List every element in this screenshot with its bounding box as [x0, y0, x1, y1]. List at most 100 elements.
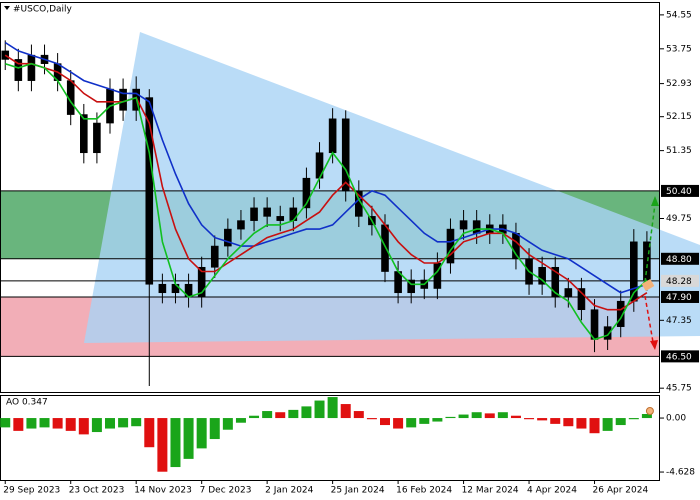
ao-bar	[131, 418, 142, 427]
level-label-bg	[661, 184, 699, 197]
ao-bar	[275, 412, 286, 419]
candle-body	[119, 88, 127, 111]
candle-body	[210, 245, 219, 268]
x-tick-label: 12 Mar 2024	[462, 486, 519, 496]
ao-bar	[249, 415, 260, 419]
ao-bar	[524, 418, 535, 420]
ao-bar	[327, 397, 338, 419]
x-tick-label: 7 Dec 2023	[200, 486, 252, 496]
ao-bar	[471, 412, 482, 419]
ao-bar	[366, 418, 377, 420]
ao-bar	[105, 418, 115, 429]
ao-bar	[52, 418, 63, 429]
ao-bar	[419, 418, 430, 424]
ao-bar	[26, 418, 37, 429]
ao-bar	[13, 418, 24, 431]
plot	[0, 40, 660, 387]
candle-body	[381, 224, 389, 272]
indicator-line	[4, 54, 648, 311]
candle-body	[289, 207, 298, 221]
main-pane-border	[0, 2, 660, 393]
ao-bar	[628, 418, 639, 420]
level-label-bg	[661, 252, 699, 265]
x-tick-label: 16 Feb 2024	[396, 486, 452, 496]
candle-body	[603, 326, 612, 340]
ao-bar	[380, 418, 390, 426]
ao-bar	[262, 411, 273, 419]
y-tick-label: 52.15	[666, 112, 692, 122]
level-label-bg	[661, 350, 699, 363]
candle-body	[27, 54, 36, 81]
ao-bar	[288, 409, 299, 419]
y-tick-label: 52.93	[666, 79, 692, 89]
y-tick-label: 49.75	[666, 214, 692, 224]
level-label: 48.28	[666, 277, 692, 287]
x-tick-label: 23 Oct 2023	[69, 486, 125, 496]
candle-body	[224, 228, 232, 247]
ao-bar	[170, 418, 181, 468]
level-label: 50.40	[666, 187, 692, 197]
candle-body	[93, 122, 101, 154]
ao-bar	[314, 400, 325, 419]
current-marker	[641, 279, 655, 291]
ao-bar	[563, 418, 574, 427]
down-arrow-head	[650, 340, 658, 350]
ao-bar	[576, 418, 587, 429]
ao-bar	[91, 418, 102, 433]
ao-pane-border	[0, 395, 660, 481]
candle-body	[197, 266, 206, 298]
candle-body	[276, 216, 285, 221]
indicator-line	[4, 62, 648, 341]
ao-bar	[458, 414, 469, 419]
x-tick-label: 26 Apr 2024	[593, 486, 649, 496]
ao-bar	[235, 418, 246, 423]
down-arrow	[644, 295, 654, 343]
ao-title: AO 0.347	[6, 398, 48, 408]
ao-bar	[393, 418, 404, 429]
menu-icon	[4, 6, 10, 10]
ao-bar	[602, 418, 613, 431]
y-tick-label: -4.628	[666, 468, 695, 478]
y-tick-label: 0.00	[666, 414, 686, 424]
x-tick-label: 2 Jan 2024	[265, 486, 313, 496]
candle-body	[328, 118, 337, 154]
x-tick-label: 4 Apr 2024	[527, 486, 577, 496]
candle-body	[459, 220, 468, 230]
candle-body	[538, 266, 546, 285]
ao-bar	[497, 412, 508, 419]
x-tick-label: 29 Sep 2023	[3, 486, 60, 496]
ao-bar	[353, 411, 364, 419]
level-label: 46.50	[666, 352, 692, 362]
level-label-bg	[661, 290, 699, 303]
level-label: 48.80	[666, 255, 692, 265]
ao-bar	[406, 418, 417, 428]
level-label-bg	[661, 274, 699, 287]
candle-body	[263, 207, 271, 217]
ao-bar	[78, 418, 89, 435]
indicator-line	[4, 41, 648, 294]
forecast-arrows	[641, 196, 659, 350]
candle-body	[158, 283, 167, 294]
ao-bar	[183, 418, 194, 459]
y-tick-label: 47.35	[666, 316, 692, 326]
candle-body	[577, 288, 586, 311]
ao-bar	[589, 418, 600, 434]
ao-bar	[157, 418, 168, 472]
ao-bar	[209, 418, 220, 440]
candle-body	[551, 266, 560, 298]
ao-bar	[0, 418, 11, 428]
ao-bar	[301, 406, 312, 419]
candle-body	[237, 220, 245, 230]
ao-bar	[510, 415, 521, 419]
ao-bar	[484, 413, 495, 419]
candle-body	[616, 300, 625, 327]
ao-marker	[645, 407, 654, 416]
candle-body	[407, 279, 415, 294]
candle-body	[341, 118, 350, 192]
ao-bar	[222, 418, 233, 430]
ao-bar	[615, 418, 626, 426]
candle-body	[302, 177, 311, 209]
candle-body	[171, 283, 180, 294]
ao-bar	[641, 414, 652, 419]
